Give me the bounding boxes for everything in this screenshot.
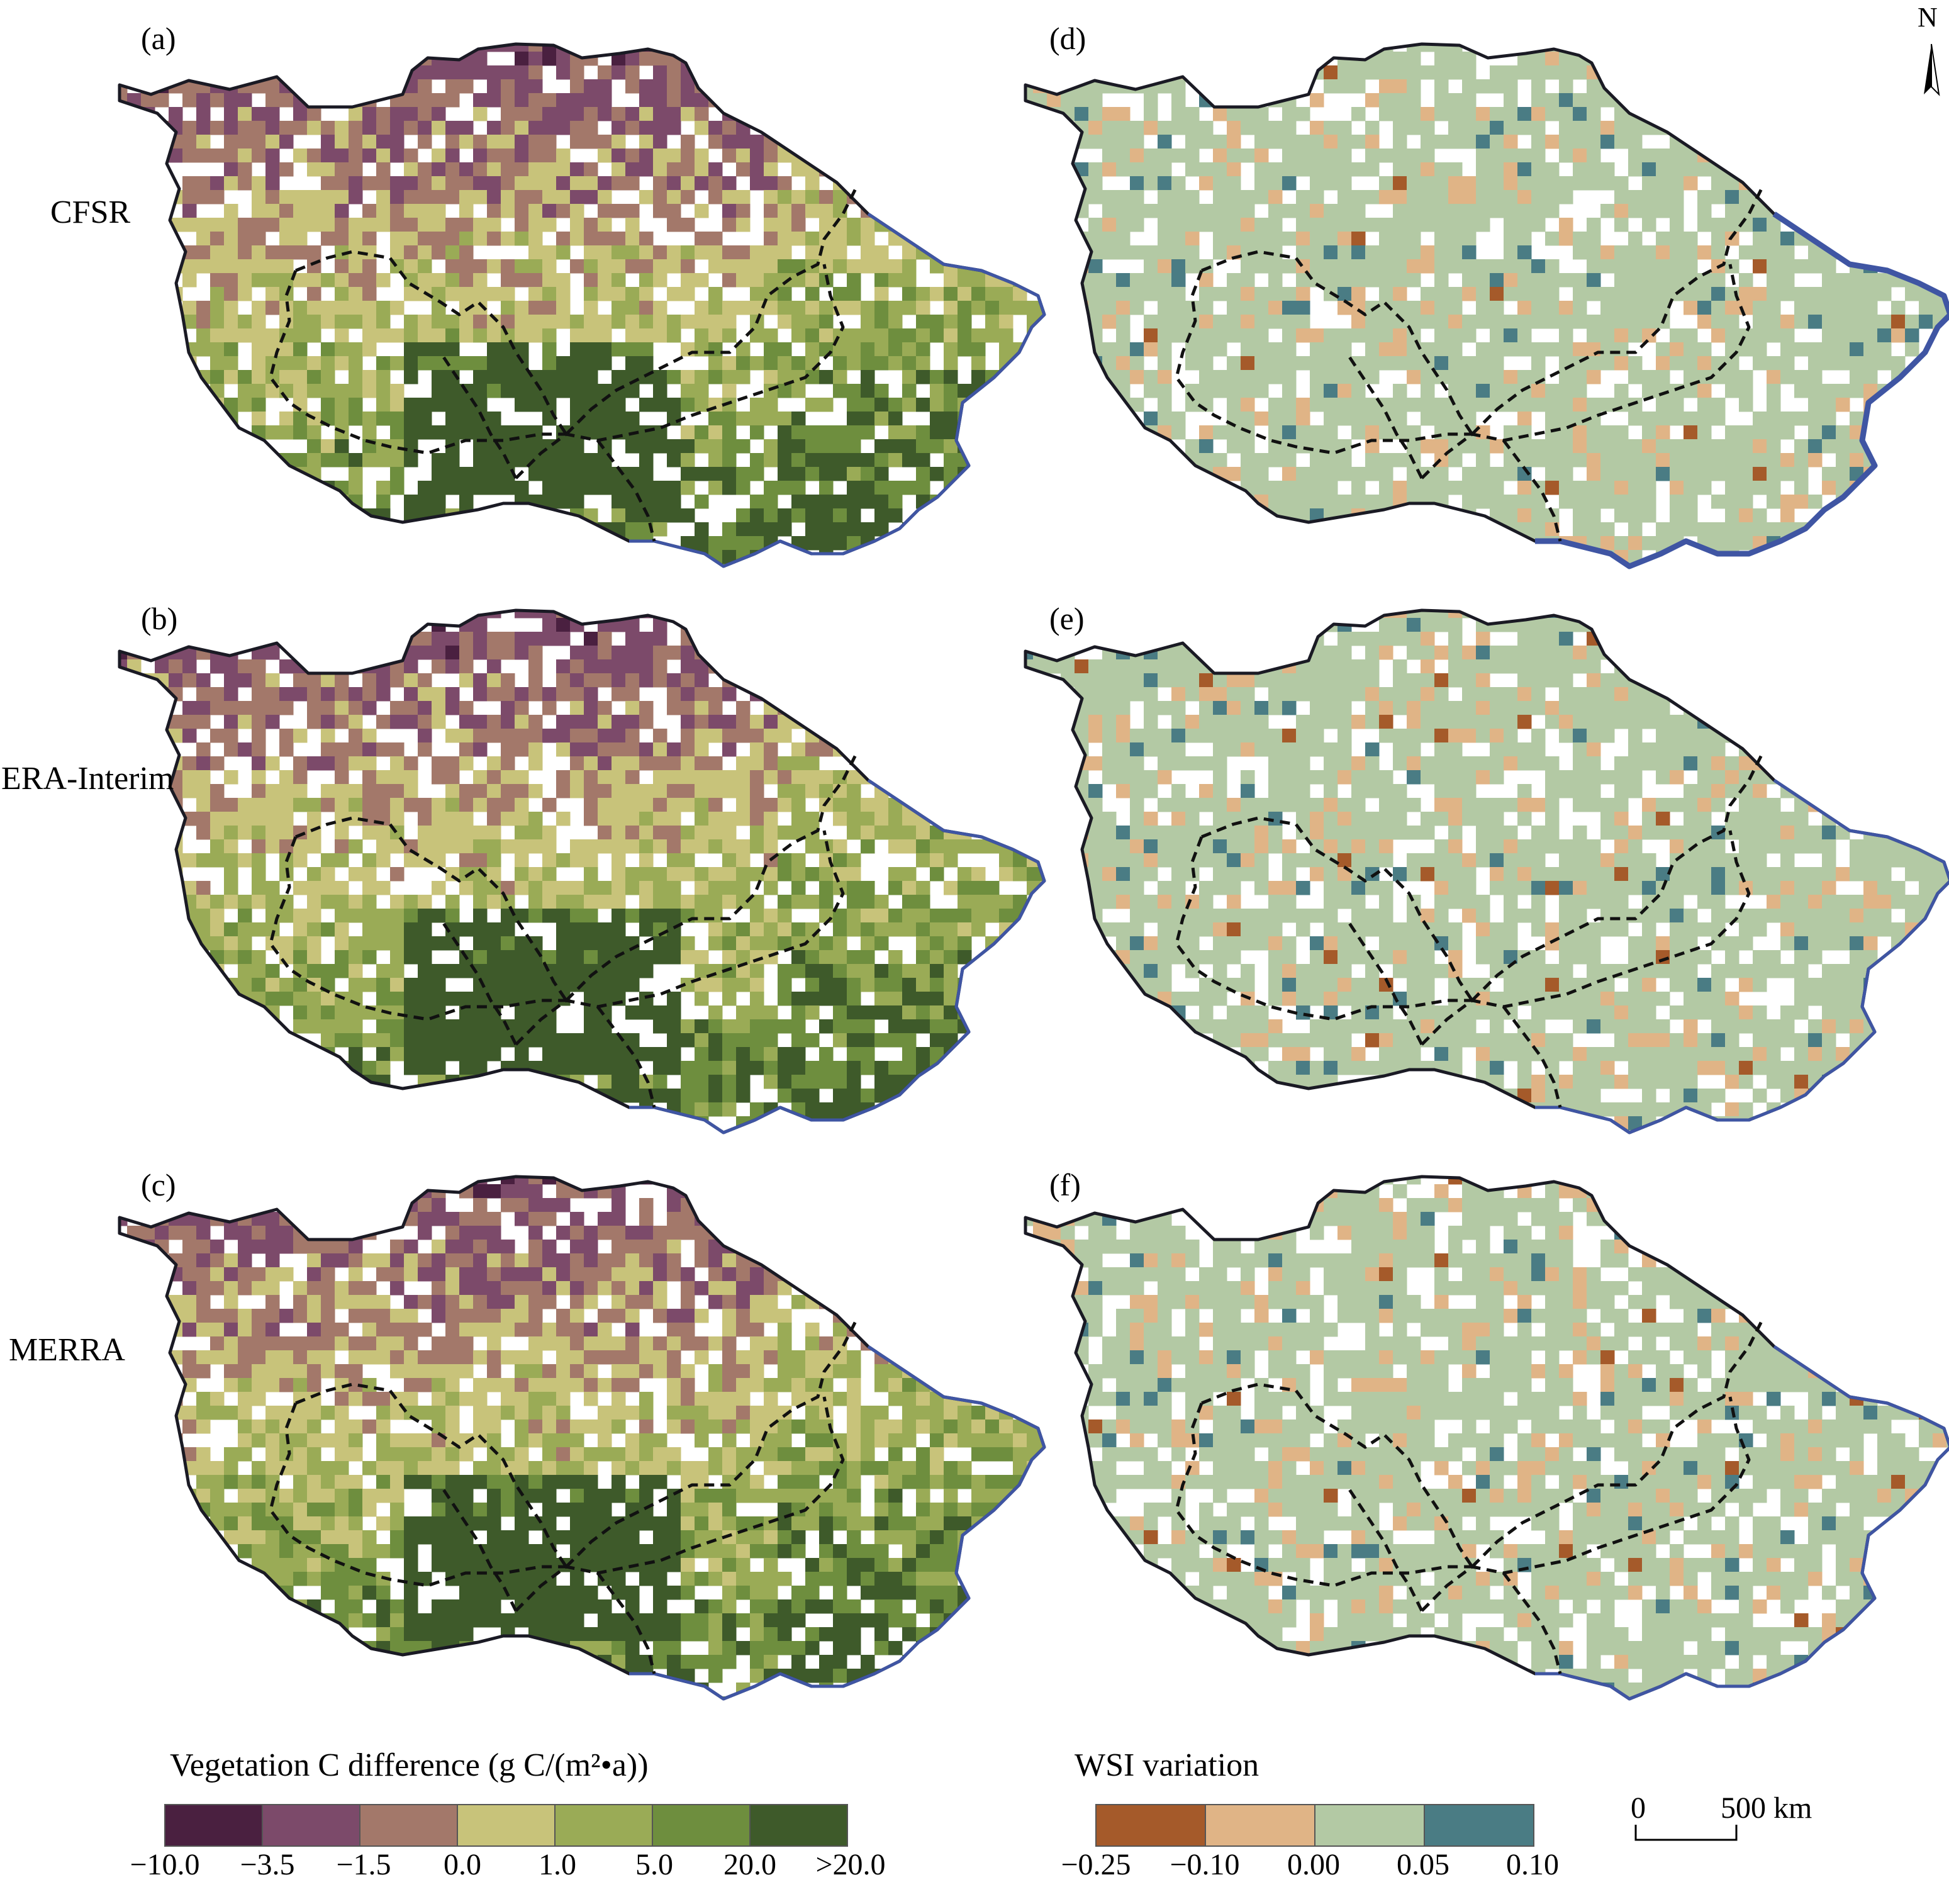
wsi-tick: 0.00 bbox=[1287, 1848, 1340, 1881]
veg-tick: >20.0 bbox=[815, 1848, 886, 1881]
wsi-legend-bar bbox=[1095, 1804, 1534, 1847]
panel-e-era-wsi bbox=[1024, 608, 1949, 1134]
panel-label-b: (b) bbox=[141, 601, 178, 636]
legend-swatch bbox=[262, 1804, 360, 1847]
internal-border bbox=[1502, 439, 1562, 542]
internal-border bbox=[565, 1320, 857, 1568]
row-label-merra: MERRA bbox=[9, 1332, 125, 1368]
raster-cells bbox=[1025, 610, 1949, 1133]
internal-border bbox=[1344, 1484, 1424, 1612]
veg-tick: −3.5 bbox=[240, 1848, 295, 1881]
legend-swatch bbox=[652, 1804, 751, 1847]
panel-label-f: (f) bbox=[1049, 1167, 1081, 1202]
panel-f-merra-wsi bbox=[1024, 1175, 1949, 1701]
north-label: N bbox=[1918, 2, 1938, 33]
raster-cells bbox=[1025, 1177, 1949, 1699]
internal-border bbox=[565, 754, 857, 1002]
row-label-cfsr: CFSR bbox=[50, 194, 131, 230]
internal-border bbox=[1502, 1572, 1562, 1674]
veg-tick: 5.0 bbox=[635, 1848, 673, 1881]
internal-border bbox=[295, 816, 568, 1002]
veg-tick: 0.0 bbox=[444, 1848, 481, 1881]
north-arrow-icon bbox=[1924, 43, 1940, 96]
river-boundary bbox=[629, 1345, 1046, 1701]
panel-label-a: (a) bbox=[141, 21, 176, 56]
panel-d-cfsr-wsi bbox=[1024, 42, 1949, 569]
river-boundary bbox=[1535, 778, 1949, 1134]
wsi-tick: 0.05 bbox=[1397, 1848, 1449, 1881]
panel-label-e: (e) bbox=[1049, 601, 1085, 636]
river-boundary bbox=[629, 212, 1046, 568]
internal-border bbox=[438, 351, 518, 479]
scale-bar bbox=[1634, 1825, 1738, 1841]
panel-label-c: (c) bbox=[141, 1167, 176, 1202]
internal-border bbox=[596, 1005, 656, 1108]
legend-swatch bbox=[1314, 1804, 1425, 1847]
legend-swatch bbox=[1205, 1804, 1315, 1847]
internal-border bbox=[1344, 351, 1424, 479]
internal-border bbox=[1421, 264, 1751, 479]
veg-legend-title: Vegetation C difference (g C/(m²•a)) bbox=[170, 1747, 649, 1783]
legend-swatch bbox=[554, 1804, 653, 1847]
scale-bar-end-label: 500 km bbox=[1721, 1791, 1812, 1825]
panel-label-d: (d) bbox=[1049, 21, 1086, 56]
legend-swatch bbox=[457, 1804, 556, 1847]
internal-border bbox=[1471, 188, 1763, 435]
internal-border bbox=[1201, 816, 1474, 1002]
internal-border bbox=[1201, 250, 1474, 435]
internal-border bbox=[565, 188, 857, 435]
row-label-era-interim: ERA-Interim bbox=[1, 761, 174, 797]
internal-border bbox=[596, 439, 656, 542]
raster-cells bbox=[120, 1177, 1044, 1699]
internal-border bbox=[1502, 1005, 1562, 1108]
river-boundary bbox=[1535, 1345, 1949, 1701]
veg-tick: 20.0 bbox=[723, 1848, 776, 1881]
river-boundary bbox=[1535, 211, 1949, 569]
veg-tick: −10.0 bbox=[130, 1848, 200, 1881]
internal-border bbox=[295, 1382, 568, 1568]
internal-border bbox=[1471, 754, 1763, 1002]
internal-border bbox=[515, 1396, 845, 1612]
legend-swatch bbox=[1095, 1804, 1206, 1847]
internal-border bbox=[596, 1572, 656, 1674]
wsi-tick: −0.25 bbox=[1061, 1848, 1131, 1881]
wsi-tick: −0.10 bbox=[1170, 1848, 1240, 1881]
river-boundary bbox=[629, 778, 1046, 1134]
raster-cells bbox=[1025, 44, 1949, 566]
veg-tick: 1.0 bbox=[539, 1848, 576, 1881]
internal-border bbox=[438, 917, 518, 1046]
internal-border bbox=[438, 1484, 518, 1612]
internal-border bbox=[295, 250, 568, 435]
internal-border bbox=[1421, 1396, 1751, 1612]
internal-border bbox=[1421, 830, 1751, 1046]
veg-tick: −1.5 bbox=[336, 1848, 391, 1881]
legend-swatch bbox=[359, 1804, 458, 1847]
internal-border bbox=[515, 264, 845, 479]
legend-swatch bbox=[164, 1804, 263, 1847]
raster-cells bbox=[120, 610, 1044, 1133]
internal-border bbox=[1201, 1382, 1474, 1568]
scale-bar-start-label: 0 bbox=[1631, 1791, 1646, 1825]
wsi-tick: 0.10 bbox=[1506, 1848, 1559, 1881]
veg-legend-bar bbox=[164, 1804, 848, 1847]
panel-a-cfsr-veg bbox=[118, 42, 1046, 568]
internal-border bbox=[1344, 917, 1424, 1046]
panel-c-merra-veg bbox=[118, 1175, 1046, 1701]
wsi-legend-title: WSI variation bbox=[1075, 1747, 1259, 1783]
panel-b-era-veg bbox=[118, 608, 1046, 1134]
raster-cells bbox=[120, 44, 1044, 566]
internal-border bbox=[1471, 1320, 1763, 1568]
internal-border bbox=[515, 830, 845, 1046]
legend-swatch bbox=[749, 1804, 848, 1847]
legend-swatch bbox=[1424, 1804, 1534, 1847]
